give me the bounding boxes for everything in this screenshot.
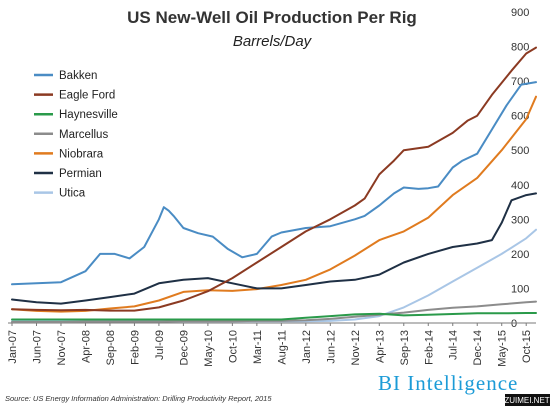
legend-label: Bakken (59, 70, 97, 82)
watermark-text: ZUIMEI.NET (504, 396, 549, 405)
legend-label: Permian (59, 168, 102, 180)
y-tick-label: 500 (511, 145, 529, 157)
legend-label: Marcellus (59, 129, 108, 141)
x-tick-label: Nov-07 (56, 330, 68, 365)
legend-label: Niobrara (59, 148, 104, 160)
chart-title: US New-Well Oil Production Per Rig (127, 8, 417, 27)
x-tick-label: Feb-14 (423, 330, 435, 365)
x-tick-label: Sep-08 (105, 330, 117, 365)
x-tick-label: Apr-13 (374, 330, 386, 363)
y-tick-label: 300 (511, 214, 529, 226)
series-line-haynesville (11, 312, 537, 321)
x-tick-label: Feb-09 (129, 330, 141, 365)
x-tick-label: Oct-10 (227, 330, 239, 363)
legend-label: Haynesville (59, 109, 118, 121)
watermark-box (505, 394, 550, 406)
x-tick-label: Jul-14 (448, 330, 460, 360)
y-tick-label: 400 (511, 180, 529, 192)
chart-subtitle: Barrels/Day (233, 33, 313, 50)
x-tick-label: Nov-12 (350, 330, 362, 365)
series-line-marcellus (11, 300, 537, 323)
source-note: Source: US Energy Information Administra… (5, 394, 272, 403)
y-tick-label: 900 (511, 7, 529, 19)
x-tick-label: Jul-09 (154, 330, 166, 360)
x-tick-label: Jan-07 (7, 330, 19, 364)
x-axis: Jan-07 Jun-07 Nov-07 Apr-08 Sep-08 Feb-09 Jul-… (7, 322, 536, 367)
x-tick-label: May-10 (203, 330, 215, 367)
x-tick-label: Jan-12 (301, 330, 313, 364)
brand-logo: BI Intelligence (378, 371, 518, 395)
x-tick-label: Sep-13 (399, 330, 411, 365)
series-line-bakken (11, 81, 537, 286)
x-tick-label: Oct-15 (521, 330, 533, 363)
x-tick-label: Dec-09 (178, 330, 190, 365)
y-tick-label: 700 (511, 76, 529, 88)
legend: Bakken Eagle Ford Haynesville Marcellus Niob… (34, 70, 118, 200)
x-tick-label: Aug-11 (276, 330, 288, 365)
legend-label: Eagle Ford (59, 90, 115, 102)
legend-label: Utica (59, 188, 86, 200)
x-tick-label: Dec-14 (472, 330, 484, 365)
y-tick-label: 100 (511, 283, 529, 295)
series-line-eagle-ford (11, 46, 537, 312)
x-tick-label: May-15 (497, 330, 509, 367)
x-tick-label: Jun-12 (325, 330, 337, 364)
y-tick-label: 200 (511, 249, 529, 261)
x-tick-label: Apr-08 (80, 330, 92, 363)
y-tick-label: 0 (511, 318, 517, 330)
y-tick-label: 800 (511, 42, 529, 54)
series-lines (11, 46, 537, 323)
x-tick-label: Mar-11 (252, 330, 264, 364)
x-tick-label: Jun-07 (31, 330, 43, 364)
series-line-permian (11, 192, 537, 305)
series-line-niobrara (11, 95, 537, 313)
